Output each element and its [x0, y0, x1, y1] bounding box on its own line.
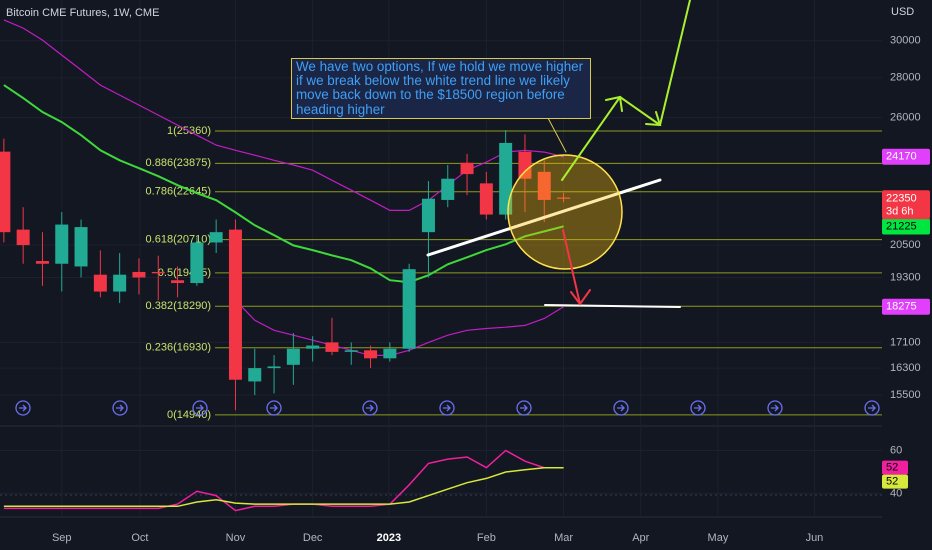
x-tick-label: Apr — [632, 532, 649, 544]
candle-body — [383, 348, 397, 359]
y-tick-label: 28000 — [890, 72, 921, 84]
oscillator-marker — [882, 474, 908, 489]
oscillator-line — [3, 466, 564, 508]
y-tick-label: 19300 — [890, 271, 921, 283]
candle-body — [518, 151, 532, 179]
down-arrow — [562, 229, 591, 306]
candle-body — [209, 232, 223, 243]
candle-body — [479, 183, 493, 215]
candle-body — [151, 271, 165, 274]
y-tick-label: 26000 — [890, 111, 921, 123]
annotation-box: We have two options, If we hold we move … — [291, 58, 591, 119]
oscillator-marker — [882, 460, 908, 475]
note-connector — [547, 117, 567, 153]
fib-label: 0.786(22645) — [146, 186, 211, 198]
support-line — [544, 304, 681, 308]
candle-body — [0, 151, 11, 233]
event-icon[interactable] — [439, 400, 455, 416]
event-icon[interactable] — [192, 400, 208, 416]
candle-body — [306, 345, 320, 349]
fib-label: 0.886(23875) — [146, 157, 211, 169]
x-tick-label: Feb — [477, 532, 496, 544]
event-icon[interactable] — [112, 400, 128, 416]
candle-body — [55, 224, 69, 264]
x-tick-label: Nov — [226, 532, 246, 544]
candle-body — [460, 162, 474, 175]
candle-body — [228, 229, 242, 380]
x-tick-label: 2023 — [377, 532, 401, 544]
fib-label: 0.382(18290) — [146, 300, 211, 312]
price-marker-label: 18275 — [886, 301, 917, 313]
candle-body — [113, 274, 127, 292]
price-marker-label: 21225 — [886, 220, 917, 232]
y-tick-label: 30000 — [890, 35, 921, 47]
event-icon[interactable] — [767, 400, 783, 416]
event-icon[interactable] — [15, 400, 31, 416]
price-marker — [882, 148, 930, 165]
x-tick-label: Mar — [554, 532, 573, 544]
y-tick-label: 16300 — [890, 362, 921, 374]
candle-body — [364, 350, 378, 359]
x-tick-label: May — [708, 532, 729, 544]
candle-body — [325, 342, 339, 352]
candle-body — [537, 171, 551, 200]
price-marker — [882, 218, 930, 235]
lower-tick-label: 40 — [890, 487, 902, 499]
candle-body — [248, 368, 262, 382]
event-icon[interactable] — [266, 400, 282, 416]
oscillator-line — [3, 449, 564, 512]
event-icons — [15, 400, 880, 416]
y-tick-label: 17100 — [890, 336, 921, 348]
price-marker-label: 24170 — [886, 151, 917, 163]
event-icon[interactable] — [362, 400, 378, 416]
x-tick-label: Sep — [52, 532, 72, 544]
event-icon[interactable] — [516, 400, 532, 416]
fib-label: 0(14940) — [167, 409, 211, 421]
y-tick-label: 20500 — [890, 239, 921, 251]
x-tick-label: Oct — [131, 532, 148, 544]
candle-body — [267, 366, 281, 369]
y-tick-label: 15500 — [890, 389, 921, 401]
x-tick-label: Jun — [806, 532, 824, 544]
candle-body — [421, 198, 435, 233]
drawings — [426, 0, 691, 308]
price-marker — [882, 190, 930, 220]
candle-body — [93, 274, 107, 292]
candle-body — [171, 280, 185, 284]
candle-body — [499, 142, 513, 215]
price-marker — [882, 298, 930, 315]
bar-countdown: 3d 6h — [886, 206, 914, 218]
indicator-line — [3, 84, 564, 284]
event-icon[interactable] — [690, 400, 706, 416]
candle-body — [344, 350, 358, 352]
candle-body — [286, 348, 300, 365]
candle-body — [74, 227, 88, 267]
x-tick-label: Dec — [303, 532, 323, 544]
oscillator-marker-label: 52 — [886, 476, 898, 488]
indicator-line — [235, 299, 564, 356]
fib-label: 0.236(16930) — [146, 342, 211, 354]
candle-body — [441, 178, 455, 200]
rally-arrow — [659, 0, 691, 126]
event-icon[interactable] — [613, 400, 629, 416]
chart-title: Bitcoin CME Futures, 1W, CME — [6, 7, 159, 19]
lower-tick-label: 60 — [890, 444, 902, 456]
trend-line — [426, 178, 662, 257]
candle-body — [16, 229, 30, 246]
oscillator-marker-label: 52 — [886, 462, 898, 474]
price-marker-label: 22350 — [886, 193, 917, 205]
currency: USD — [891, 6, 914, 18]
event-icon[interactable] — [864, 400, 880, 416]
candle-body — [190, 242, 204, 284]
candle-body — [132, 271, 146, 278]
candle-body — [35, 261, 49, 264]
candle-body — [557, 197, 571, 199]
highlight-circle — [507, 154, 623, 270]
candle-body — [402, 269, 416, 349]
